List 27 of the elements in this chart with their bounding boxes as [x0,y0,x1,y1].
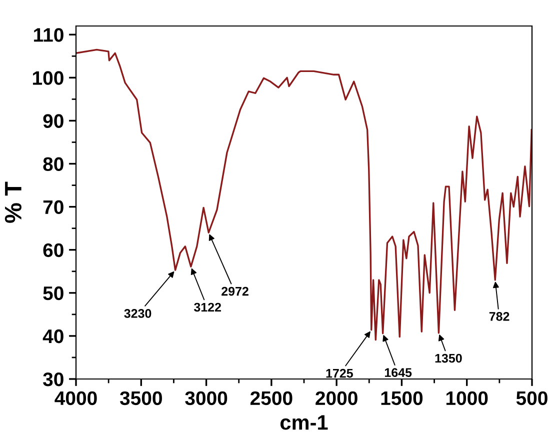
x-tick-label: 1000 [446,391,488,406]
y-tick-label: 60 [43,243,64,258]
y-tick-label: 30 [43,372,64,386]
y-tick-label: 70 [43,200,64,214]
y-tick-label: 80 [43,157,64,171]
x-tick-label: 3500 [120,391,162,406]
y-tick-label: 90 [43,114,64,128]
line-series [76,48,532,341]
annotation: 3122 [194,302,221,312]
y-axis-title: % T [4,182,22,223]
annotation: 1645 [384,368,412,377]
y-tick-label: 110 [34,28,64,42]
annotation: 782 [489,312,510,321]
x-tick-label: 4000 [54,391,97,406]
annotation: 3230 [124,309,152,318]
x-axis-title: cm-1 [280,415,328,430]
y-tick-label: 100 [32,71,64,85]
x-tick-label: 2000 [316,391,358,406]
y-tick-label: 50 [43,286,64,300]
annotation: 1725 [326,368,353,378]
x-tick-label: 3000 [185,391,228,406]
annotation: 2972 [222,286,248,296]
annotation: 1350 [435,354,462,363]
x-tick-label: 2500 [250,391,292,406]
x-tick-label: 1500 [381,391,423,406]
x-tick-label: 500 [516,391,548,406]
y-tick-label: 40 [42,329,64,344]
